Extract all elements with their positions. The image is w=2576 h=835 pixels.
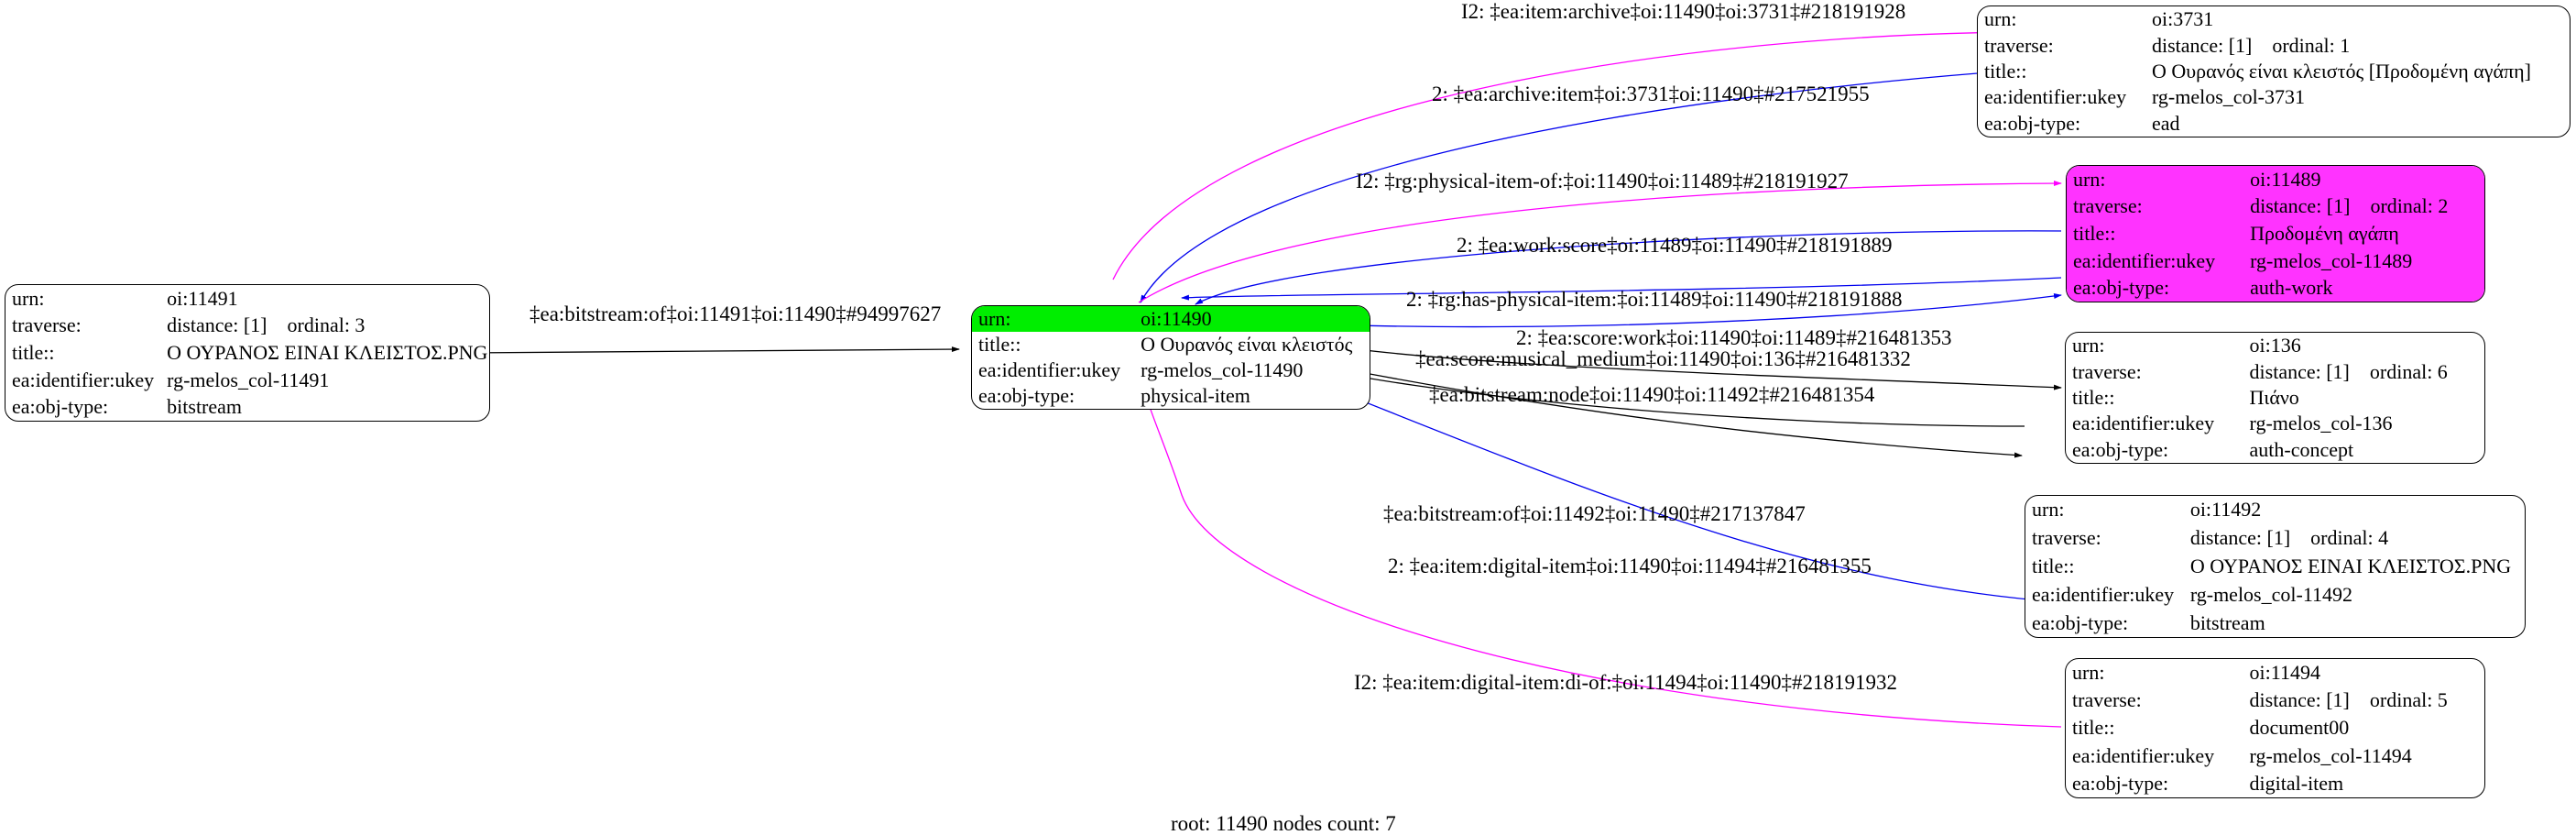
svg-text:2: ‡ea:work:score‡oi:11489‡oi:: 2: ‡ea:work:score‡oi:11489‡oi:11490‡#218… xyxy=(1457,234,1893,257)
svg-text:I2: ‡ea:item:archive‡oi:11490‡: I2: ‡ea:item:archive‡oi:11490‡oi:3731‡#2… xyxy=(1461,0,1905,23)
svg-text:‡ea:bitstream:of‡oi:11491‡oi:1: ‡ea:bitstream:of‡oi:11491‡oi:11490‡#9499… xyxy=(529,302,941,325)
svg-text:2: ‡ea:item:digital-item‡oi:11: 2: ‡ea:item:digital-item‡oi:11490‡oi:114… xyxy=(1388,555,1872,577)
svg-text:I2: ‡ea:item:digital-item:di-o: I2: ‡ea:item:digital-item:di-of:‡oi:1149… xyxy=(1354,671,1897,694)
svg-text:2: ‡ea:archive:item‡oi:3731‡oi: 2: ‡ea:archive:item‡oi:3731‡oi:11490‡#21… xyxy=(1432,82,1870,105)
svg-text:‡ea:score:musical_medium‡oi:11: ‡ea:score:musical_medium‡oi:11490‡oi:136… xyxy=(1415,347,1911,370)
svg-text:‡ea:bitstream:node‡oi:11490‡oi: ‡ea:bitstream:node‡oi:11490‡oi:11492‡#21… xyxy=(1429,383,1875,406)
svg-text:2: ‡rg:has-physical-item:‡oi:1: 2: ‡rg:has-physical-item:‡oi:11489‡oi:11… xyxy=(1406,288,1903,311)
svg-text:root: 11490 nodes count: 7: root: 11490 nodes count: 7 xyxy=(1171,812,1396,835)
svg-text:2: ‡ea:score:work‡oi:11490‡oi:: 2: ‡ea:score:work‡oi:11490‡oi:11489‡#216… xyxy=(1516,326,1952,349)
svg-text:I2: ‡rg:physical-item-of:‡oi:1: I2: ‡rg:physical-item-of:‡oi:11490‡oi:11… xyxy=(1356,170,1849,192)
svg-text:‡ea:bitstream:of‡oi:11492‡oi:1: ‡ea:bitstream:of‡oi:11492‡oi:11490‡#2171… xyxy=(1383,502,1806,525)
